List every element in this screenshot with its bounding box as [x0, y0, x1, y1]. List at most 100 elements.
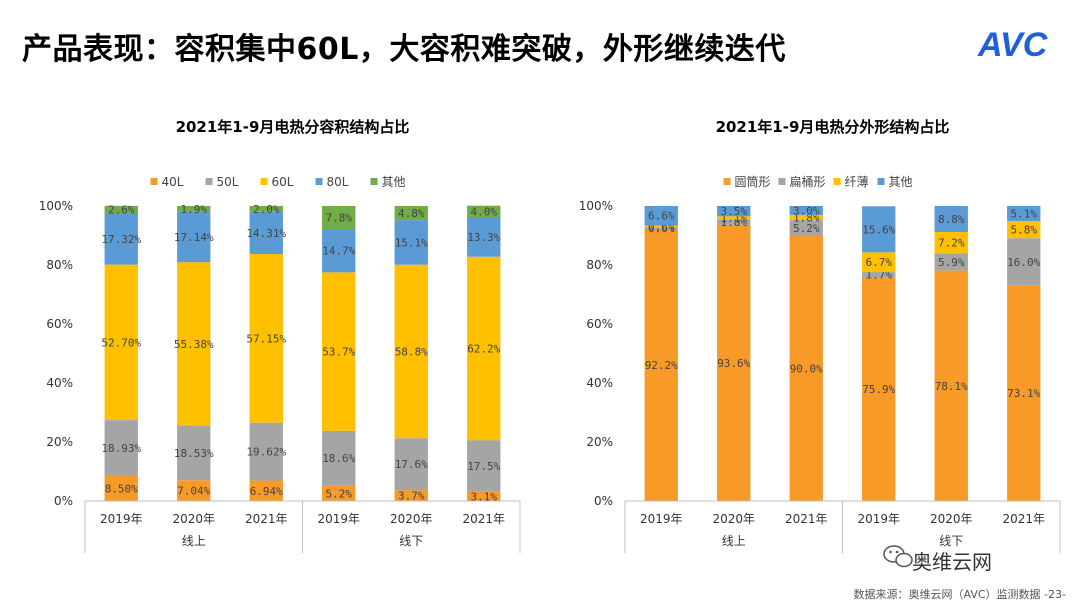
legend-swatch — [150, 178, 158, 185]
bar-segment — [789, 214, 823, 221]
bar-segment — [249, 211, 283, 255]
wechat-badge — [883, 545, 913, 568]
x-tick-label: 2021年 — [245, 512, 288, 526]
legend-label: 纤薄 — [845, 174, 869, 189]
bar-segment — [104, 420, 138, 476]
legend-label: 其他 — [889, 175, 913, 189]
bar-segment — [467, 440, 501, 492]
y-tick-label: 100% — [39, 199, 73, 213]
data-label: 75.9% — [862, 383, 895, 396]
data-label: 7.04% — [177, 485, 210, 498]
bar-segment — [789, 235, 823, 501]
bar-segment — [322, 206, 356, 230]
y-tick-label: 100% — [579, 199, 613, 213]
data-label: 13.3% — [467, 231, 500, 244]
bar-segment — [249, 205, 283, 212]
data-label: 6.94% — [250, 485, 283, 498]
data-label: 57.15% — [246, 332, 286, 345]
y-tick-label: 80% — [46, 258, 73, 272]
group-label: 线上 — [182, 534, 206, 548]
x-tick-label: 2021年 — [462, 512, 505, 526]
legend-swatch — [833, 178, 841, 185]
data-label: 3.1% — [471, 490, 498, 503]
bar-segment — [644, 227, 678, 230]
data-label: 2.0% — [253, 203, 280, 216]
bar-segment — [1007, 221, 1041, 239]
bar-segment — [862, 252, 896, 273]
bar-segment — [322, 485, 356, 501]
bar-segment — [104, 264, 138, 421]
data-label: 4.0% — [471, 206, 498, 219]
chart-title: 2021年1-9月电热分外形结构占比 — [716, 118, 950, 136]
x-tick-label: 2019年 — [317, 512, 360, 526]
bar-segment — [394, 264, 428, 439]
x-tick-label: 2019年 — [100, 512, 143, 526]
bar-segment — [394, 438, 428, 491]
data-label: 5.1% — [1011, 208, 1038, 221]
avc-logo: AVC — [977, 26, 1048, 62]
data-label: 15.1% — [395, 236, 428, 249]
data-label: 17.5% — [467, 460, 500, 473]
legend-label: 60L — [272, 175, 294, 189]
bar-segment — [789, 220, 823, 236]
bar-segment — [249, 254, 283, 423]
y-tick-label: 40% — [586, 376, 613, 390]
bar-segment — [644, 206, 678, 226]
bar-segment — [322, 229, 356, 273]
legend-label: 50L — [217, 175, 239, 189]
bar-segment — [934, 253, 968, 271]
bar-segment — [717, 224, 751, 501]
y-tick-label: 60% — [586, 317, 613, 331]
bar-segment — [249, 480, 283, 501]
bar-segment — [394, 490, 428, 501]
bar-segment — [322, 272, 356, 431]
y-tick-label: 0% — [594, 494, 613, 508]
legend-label: 80L — [327, 175, 349, 189]
bar-segment — [467, 217, 501, 257]
wechat-icon — [883, 545, 913, 568]
chart-title: 2021年1-9月电热分容积结构占比 — [176, 118, 410, 136]
bar-segment — [104, 205, 138, 214]
data-label: 58.8% — [395, 345, 428, 358]
data-label: 78.1% — [935, 380, 968, 393]
legend-swatch — [315, 178, 323, 185]
data-label: 92.2% — [645, 359, 678, 372]
data-label: 55.38% — [174, 338, 214, 351]
x-tick-label: 2019年 — [640, 512, 683, 526]
data-label: 3.7% — [398, 490, 425, 503]
data-label: 73.1% — [1007, 387, 1040, 400]
data-label: 18.6% — [322, 452, 355, 465]
legend-label: 圆筒形 — [735, 174, 771, 189]
data-label: 19.62% — [246, 446, 286, 459]
bar-segment — [862, 272, 896, 278]
bar-segment — [717, 219, 751, 225]
bar-segment — [249, 422, 283, 481]
bar-segment — [394, 206, 428, 221]
legend-label: 扁桶形 — [790, 174, 826, 189]
x-tick-label: 2021年 — [1002, 512, 1045, 526]
data-label: 18.53% — [174, 447, 214, 460]
data-label: 62.2% — [467, 342, 500, 355]
data-label: 7.8% — [326, 212, 353, 225]
legend-swatch — [205, 178, 213, 185]
legend-label: 40L — [162, 175, 184, 189]
group-label: 线上 — [722, 534, 746, 548]
bar-segment — [177, 262, 211, 426]
bar-segment — [1007, 206, 1041, 222]
x-tick-label: 2019年 — [857, 512, 900, 526]
bar-segment — [177, 425, 211, 481]
bar-segment — [862, 277, 896, 501]
data-label: 16.0% — [1007, 256, 1040, 269]
bar-segment — [104, 475, 138, 501]
x-tick-label: 2020年 — [930, 512, 973, 526]
bar-segment — [644, 229, 678, 501]
x-tick-label: 2020年 — [712, 512, 755, 526]
group-label: 线下 — [399, 534, 423, 548]
x-tick-label: 2020年 — [172, 512, 215, 526]
y-tick-label: 20% — [46, 435, 73, 449]
y-tick-label: 20% — [586, 435, 613, 449]
data-label: 5.2% — [793, 222, 820, 235]
data-label: 8.8% — [938, 213, 965, 226]
data-label: 90.0% — [790, 362, 823, 375]
legend-swatch — [877, 178, 885, 185]
